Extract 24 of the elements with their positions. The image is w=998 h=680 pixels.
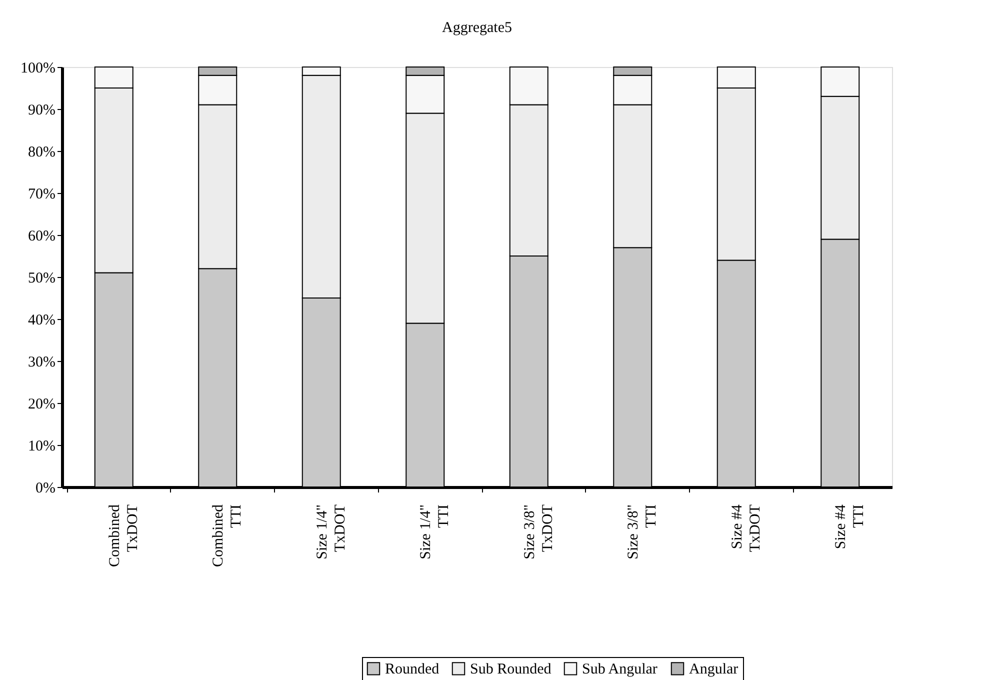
x-tick-label: Size 1/4" TTI xyxy=(418,504,452,560)
legend-label: Sub Rounded xyxy=(470,662,552,678)
y-tick-label: 90% xyxy=(28,102,56,118)
x-tick-label: Size #4 TxDOT xyxy=(729,504,764,552)
y-tick-label: 80% xyxy=(28,144,56,160)
x-tick-label: Size 3/8" TxDOT xyxy=(522,504,556,560)
y-tick-label: 10% xyxy=(28,438,56,454)
x-tick-label: Size #4 TTI xyxy=(833,504,868,550)
y-tick-label: 40% xyxy=(28,312,56,328)
x-tick-label: Size 1/4" TxDOT xyxy=(314,504,348,560)
y-tick-label: 0% xyxy=(36,480,56,496)
y-tick-label: 20% xyxy=(28,396,56,412)
legend-label: Sub Angular xyxy=(582,662,658,678)
x-tick-label: Combined TxDOT xyxy=(106,504,141,567)
x-tick-label: Combined TTI xyxy=(210,504,245,567)
chart-title: Aggregate5 xyxy=(442,20,512,36)
x-tick-label: Size 3/8" TTI xyxy=(626,504,660,560)
y-tick-label: 30% xyxy=(28,354,56,370)
legend-label: Rounded xyxy=(385,662,440,678)
y-tick-label: 100% xyxy=(20,60,56,76)
y-tick-label: 60% xyxy=(28,228,56,244)
y-tick-label: 50% xyxy=(28,270,56,286)
legend-label: Angular xyxy=(689,662,738,678)
y-tick-label: 70% xyxy=(28,186,56,202)
